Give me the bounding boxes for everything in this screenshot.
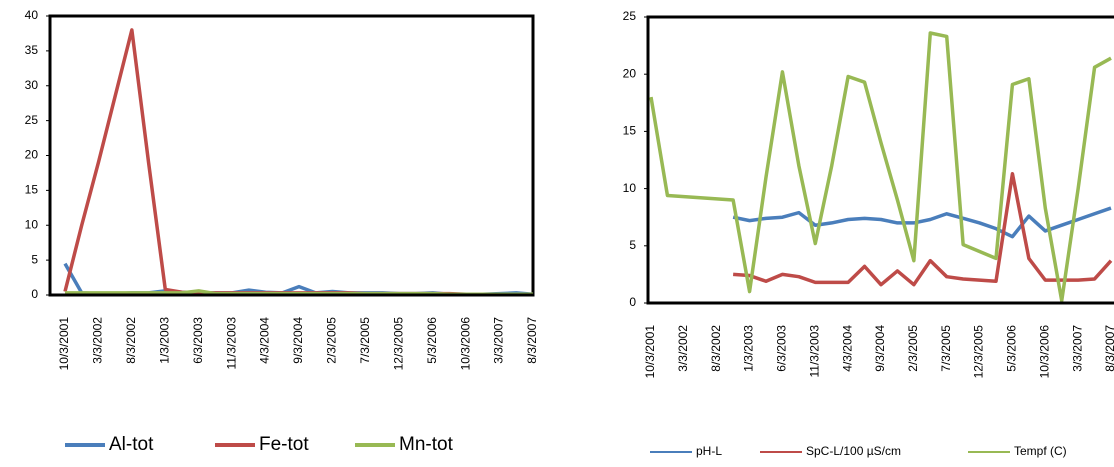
x-tick-label: 9/3/2004 xyxy=(291,317,305,364)
x-tick-label: 6/3/2003 xyxy=(775,325,789,372)
x-tick-label: 11/3/2003 xyxy=(224,317,238,370)
legend-label: pH-L xyxy=(696,444,722,458)
x-tick-label: 2/3/2005 xyxy=(325,317,339,364)
plot-area xyxy=(646,15,1114,305)
legend-label: Mn-tot xyxy=(399,434,454,455)
legend-label: Al-tot xyxy=(109,434,154,455)
legend-label: Fe-tot xyxy=(259,434,309,455)
x-tick-label: 10/3/2001 xyxy=(643,325,657,379)
y-tick-label: 0 xyxy=(31,287,38,301)
y-tick-label: 10 xyxy=(25,217,39,231)
y-tick-label: 25 xyxy=(25,113,39,127)
x-tick-label: 3/3/2002 xyxy=(91,317,105,364)
legend-label: Tempf (C) xyxy=(1014,444,1067,458)
y-tick-label: 20 xyxy=(25,148,39,162)
y-tick-label: 40 xyxy=(25,8,39,22)
x-tick-label: 12/3/2005 xyxy=(391,317,405,371)
x-tick-label: 7/3/2005 xyxy=(939,325,953,372)
x-tick-label: 3/3/2007 xyxy=(1070,325,1084,372)
x-tick-label: 4/3/2004 xyxy=(258,317,272,364)
y-tick-label: 30 xyxy=(25,78,39,92)
y-tick-label: 25 xyxy=(623,9,637,23)
legend-label: SpC-L/100 µS/cm xyxy=(806,444,901,458)
x-tick-label: 6/3/2003 xyxy=(191,317,205,364)
x-tick-label: 8/3/2002 xyxy=(124,317,138,364)
x-tick-label: 8/3/2007 xyxy=(525,317,539,364)
x-tick-label: 1/3/2003 xyxy=(742,325,756,372)
y-tick-label: 10 xyxy=(623,181,637,195)
x-tick-label: 11/3/2003 xyxy=(807,325,821,378)
x-tick-label: 3/3/2002 xyxy=(676,325,690,372)
x-tick-label: 10/3/2001 xyxy=(57,317,71,371)
x-tick-label: 9/3/2004 xyxy=(873,325,887,372)
x-tick-label: 4/3/2004 xyxy=(840,325,854,372)
x-tick-label: 5/3/2006 xyxy=(425,317,439,364)
y-tick-label: 15 xyxy=(623,124,637,138)
y-tick-label: 35 xyxy=(25,43,39,57)
x-tick-label: 12/3/2005 xyxy=(972,325,986,379)
x-tick-label: 8/3/2002 xyxy=(709,325,723,372)
x-tick-label: 1/3/2003 xyxy=(157,317,171,364)
x-tick-label: 5/3/2006 xyxy=(1005,325,1019,372)
x-tick-label: 8/3/2007 xyxy=(1103,325,1114,372)
series-line xyxy=(733,171,1113,287)
x-tick-label: 3/3/2007 xyxy=(492,317,506,364)
y-tick-label: 0 xyxy=(629,295,636,309)
y-tick-label: 5 xyxy=(31,252,38,266)
x-tick-label: 7/3/2005 xyxy=(358,317,372,364)
x-tick-label: 10/3/2006 xyxy=(458,317,472,371)
x-tick-label: 2/3/2005 xyxy=(906,325,920,372)
plot-area xyxy=(48,14,535,297)
y-tick-label: 15 xyxy=(25,183,39,197)
x-tick-label: 10/3/2006 xyxy=(1037,325,1051,379)
series-line xyxy=(649,31,1112,303)
y-tick-label: 5 xyxy=(629,238,636,252)
y-tick-label: 20 xyxy=(623,66,637,80)
